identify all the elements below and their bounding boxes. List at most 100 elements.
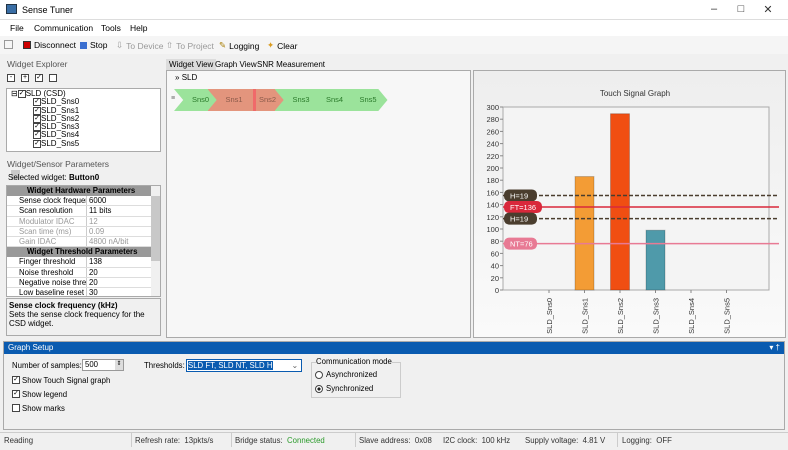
parameter-value[interactable]: 20 [89,267,98,277]
slider-position-marker [253,89,256,111]
menu-file[interactable]: File [10,23,24,33]
parameter-name: Scan resolution [7,206,87,216]
threshold-label: FT=136 [510,203,536,212]
minimize-button[interactable]: – [710,3,718,15]
disconnect-button[interactable]: Disconnect [23,40,76,50]
samples-stepper[interactable]: 500 ⇕ [82,359,124,371]
parameter-value[interactable]: 11 bits [89,206,112,216]
y-tick-label: 300 [486,103,499,112]
parameter-description: Sense clock frequency (kHz) Sets the sen… [6,298,161,336]
tree-item[interactable]: ✓SLD_Sns1 [33,105,80,115]
y-tick-label: 240 [486,140,499,149]
menu-help[interactable]: Help [130,23,148,33]
x-tick-label: SLD_Sns0 [545,298,554,334]
tree-item[interactable]: ✓SLD_Sns3 [33,122,80,132]
y-tick-label: 220 [486,152,499,161]
sensor-sns2[interactable]: Sns2 [241,89,287,111]
tree-item[interactable]: ✓SLD_Sns5 [33,138,80,148]
selected-widget-value: Button0 [68,173,100,182]
menu-tools[interactable]: Tools [101,23,121,33]
parameter-row[interactable]: Noise threshold 20 [7,267,160,279]
parameter-value[interactable]: 6000 [89,196,107,205]
parameter-value[interactable]: 12 [89,216,98,226]
x-tick-label: SLD_Sns4 [687,298,696,334]
parameter-value[interactable]: 0.09 [89,226,105,236]
sensor-sns1[interactable]: Sns1 [207,89,254,111]
threshold-badge [504,189,537,202]
connect-icon[interactable] [4,40,13,49]
collapse-all-icon[interactable]: - [7,74,15,82]
parameters-grid: Widget Hardware Parameters Sense clock f… [6,185,161,297]
plot-area [502,106,770,291]
app-icon [6,4,17,14]
show-touch-signal-checkbox[interactable]: ✓ Show Touch Signal graph [12,376,111,385]
parameter-row[interactable]: Low baseline reset 30 [7,288,160,297]
touch-signal-graph-panel: Touch Signal Graph 0 20 40 60 80 100 120 140 160 1… [473,70,786,338]
toolbar: Disconnect Stop ⇩ To Device ⇧ To Project ✎… [0,36,788,54]
parameter-row[interactable]: Modulator IDAC 12 [7,216,160,227]
parameter-row[interactable]: Scan time (ms) 0.09 [7,226,160,238]
x-tick-label: SLD_Sns2 [616,298,625,334]
tree-item[interactable]: ✓SLD_Sns4 [33,130,80,140]
sensor-sns5[interactable]: Sns5 [341,89,388,111]
menu-communication[interactable]: Communication [34,23,94,33]
stop-button[interactable]: Stop [80,40,108,50]
parameters-scrollbar[interactable] [151,186,160,296]
tree-item[interactable]: ✓SLD_Sns0 [33,97,80,107]
broom-icon: ✦ [267,40,275,50]
parameter-row[interactable]: Finger threshold 138 [7,257,160,268]
refresh-rate: Refresh rate: 13pkts/s [135,436,214,445]
selected-widget-label: Selected widget: [8,173,67,182]
parameter-value[interactable]: 30 [89,288,98,297]
parameter-row[interactable]: Gain IDAC 4800 nA/bit [7,237,160,248]
clear-button[interactable]: ✦ Clear [267,40,298,51]
parameter-value[interactable]: 20 [89,278,98,288]
maximize-button[interactable]: □ [737,3,745,15]
close-button[interactable]: ✕ [763,4,773,16]
y-tick-label: 100 [486,225,499,234]
expand-all-icon[interactable]: + [21,74,29,82]
y-tick-label: 80 [491,237,499,246]
chevron-down-icon: ⌄ [291,361,298,370]
i2c-clock: I2C clock: 100 kHz [443,436,511,445]
sensor-sns3[interactable]: Sns3 [274,89,321,111]
y-tick-label: 280 [486,115,499,124]
x-tick-label: SLD_Sns1 [581,298,590,334]
logging-button[interactable]: ✎ Logging [219,40,260,51]
sensor-sns0[interactable]: Sns0 [174,89,220,111]
parameter-value[interactable]: 138 [89,257,103,267]
threshold-parameters-header[interactable]: Widget Threshold Parameters [7,247,160,258]
parameter-row[interactable]: Scan resolution 11 bits [7,206,160,217]
chart-title: Touch Signal Graph [600,89,670,98]
tab-widget-view[interactable]: Widget View [166,59,217,70]
title-bar: Sense Tuner – □ ✕ [0,0,788,20]
show-legend-checkbox[interactable]: ✓ Show legend [12,390,68,399]
sensor-sns4[interactable]: Sns4 [308,89,354,111]
asynchronized-radio[interactable]: Asynchronized [315,370,377,379]
hw-parameters-header[interactable]: Widget Hardware Parameters [7,186,160,196]
show-marks-checkbox[interactable]: Show marks [12,404,65,413]
uncheck-all-icon[interactable] [49,74,57,82]
to-project-button[interactable]: ⇧ To Project [166,40,214,51]
to-device-button[interactable]: ⇩ To Device [116,40,164,51]
tree-root[interactable]: ⊟✓SLD (CSD) [11,89,66,99]
parameter-value[interactable]: 4800 nA/bit [89,237,129,247]
status-bar [0,432,788,450]
y-tick-label: 0 [495,286,499,295]
parameter-row[interactable]: Sense clock frequency (kHz)6000 [7,196,160,207]
spin-icon[interactable]: ⇕ [115,360,123,370]
widget-explorer-title: Widget Explorer [4,58,162,70]
tab-snr-measurement[interactable]: SNR Measurement [257,60,326,69]
tab-graph-view[interactable]: Graph View [215,60,257,69]
thresholds-label: Thresholds: [144,361,185,370]
description-text: Sets the sense clock frequency for the C… [9,310,145,328]
graph-setup-title: Graph Setup ▾ † [4,342,784,354]
pin-icon[interactable]: ▾ † [769,343,780,352]
slider-handle-icon: ≡ [171,95,176,102]
thresholds-dropdown[interactable]: SLD FT, SLD NT, SLD H ⌄ [186,359,302,372]
widget-explorer-panel: Widget Explorer - + ✓ ⊟✓SLD (CSD) ✓SLD_Sns… [4,58,162,221]
synchronized-radio[interactable]: Synchronized [315,384,373,393]
check-all-icon[interactable]: ✓ [35,74,43,82]
tree-item[interactable]: ✓SLD_Sns2 [33,114,80,123]
